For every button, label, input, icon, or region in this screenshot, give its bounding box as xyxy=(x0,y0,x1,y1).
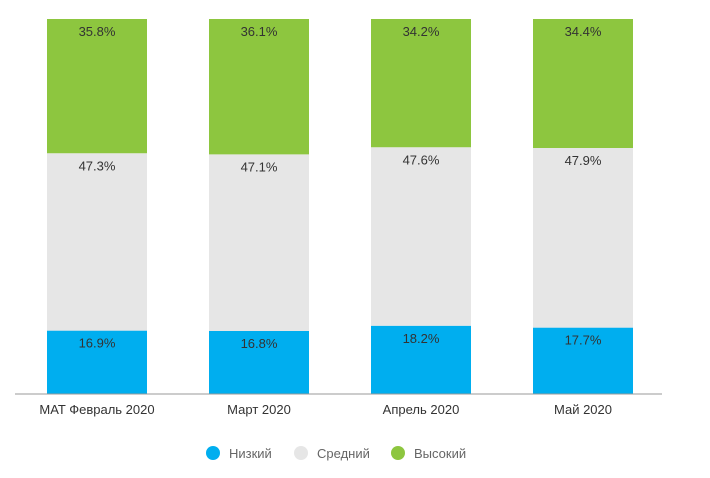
x-tick-label-3: Май 2020 xyxy=(554,402,612,417)
bars-layer xyxy=(47,19,633,394)
data-label-Низкий-1: 16.8% xyxy=(241,336,278,351)
bar-Низкий-1 xyxy=(209,331,309,394)
x-tick-labels: MAT Февраль 2020 Март 2020 Апрель 2020 Май … xyxy=(39,402,612,417)
legend-label-Средний: Средний xyxy=(317,446,370,461)
legend-label-Низкий: Низкий xyxy=(229,446,272,461)
bar-Высокий-2 xyxy=(371,19,471,148)
data-label-Средний-3: 47.9% xyxy=(565,153,602,168)
bar-Низкий-3 xyxy=(533,327,633,394)
x-tick-label-0: MAT Февраль 2020 xyxy=(39,402,154,417)
legend: Низкий Средний Высокий xyxy=(206,446,466,461)
legend-marker-Высокий xyxy=(391,446,405,460)
bar-Высокий-1 xyxy=(209,19,309,155)
data-label-Средний-0: 47.3% xyxy=(79,158,116,173)
x-tick-label-2: Апрель 2020 xyxy=(383,402,460,417)
legend-label-Высокий: Высокий xyxy=(414,446,466,461)
data-label-Средний-1: 47.1% xyxy=(241,159,278,174)
data-label-Низкий-3: 17.7% xyxy=(565,333,602,348)
bar-Низкий-0 xyxy=(47,330,147,394)
bar-Средний-0 xyxy=(47,153,147,331)
data-label-Низкий-0: 16.9% xyxy=(79,336,116,351)
bar-Средний-3 xyxy=(533,148,633,328)
x-tick-label-1: Март 2020 xyxy=(227,402,291,417)
data-label-Высокий-1: 36.1% xyxy=(241,24,278,39)
data-label-Высокий-0: 35.8% xyxy=(79,24,116,39)
data-label-Средний-2: 47.6% xyxy=(403,152,440,167)
bar-Высокий-3 xyxy=(533,19,633,148)
data-labels-layer: 16.9% 47.3% 35.8% 16.8% 47.1% 36.1% 18.2% 47.6%… xyxy=(79,24,602,351)
legend-marker-Низкий xyxy=(206,446,220,460)
legend-marker-Средний xyxy=(294,446,308,460)
data-label-Низкий-2: 18.2% xyxy=(403,331,440,346)
bar-Средний-2 xyxy=(371,147,471,326)
bar-Средний-1 xyxy=(209,154,309,331)
bar-Высокий-0 xyxy=(47,19,147,154)
data-label-Высокий-2: 34.2% xyxy=(403,24,440,39)
data-label-Высокий-3: 34.4% xyxy=(565,24,602,39)
bar-Низкий-2 xyxy=(371,325,471,394)
